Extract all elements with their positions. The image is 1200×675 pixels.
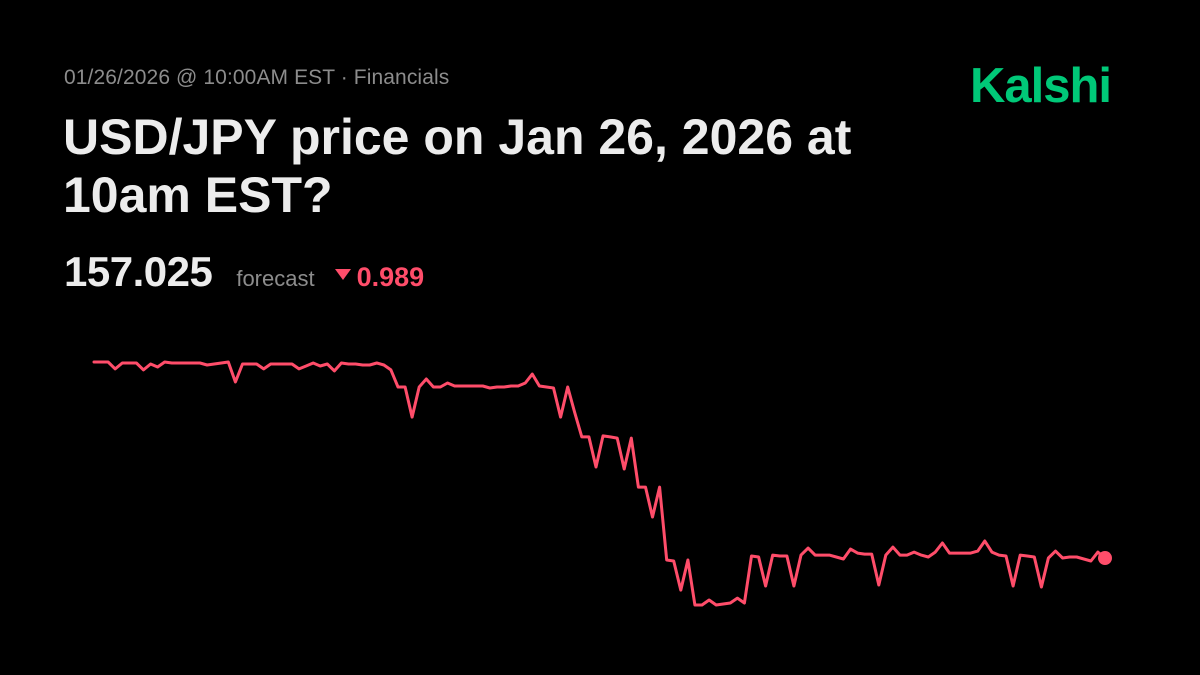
current-price: 157.025 [64, 248, 213, 295]
price-stats: 157.025 forecast 0.989 [64, 248, 424, 296]
forecast-label: forecast [236, 266, 315, 291]
price-line [92, 360, 1107, 607]
price-change: 0.989 [321, 262, 425, 293]
triangle-down-icon [334, 269, 351, 280]
kalshi-logo: Kalshi [970, 59, 1112, 113]
current-price-marker [1098, 551, 1112, 566]
market-meta: 01/26/2026 @ 10:00AM EST · Financials [64, 66, 450, 89]
market-title: USD/JPY price on Jan 26, 2026 at 10am ES… [63, 109, 852, 223]
price-change-value: 0.989 [356, 262, 425, 292]
